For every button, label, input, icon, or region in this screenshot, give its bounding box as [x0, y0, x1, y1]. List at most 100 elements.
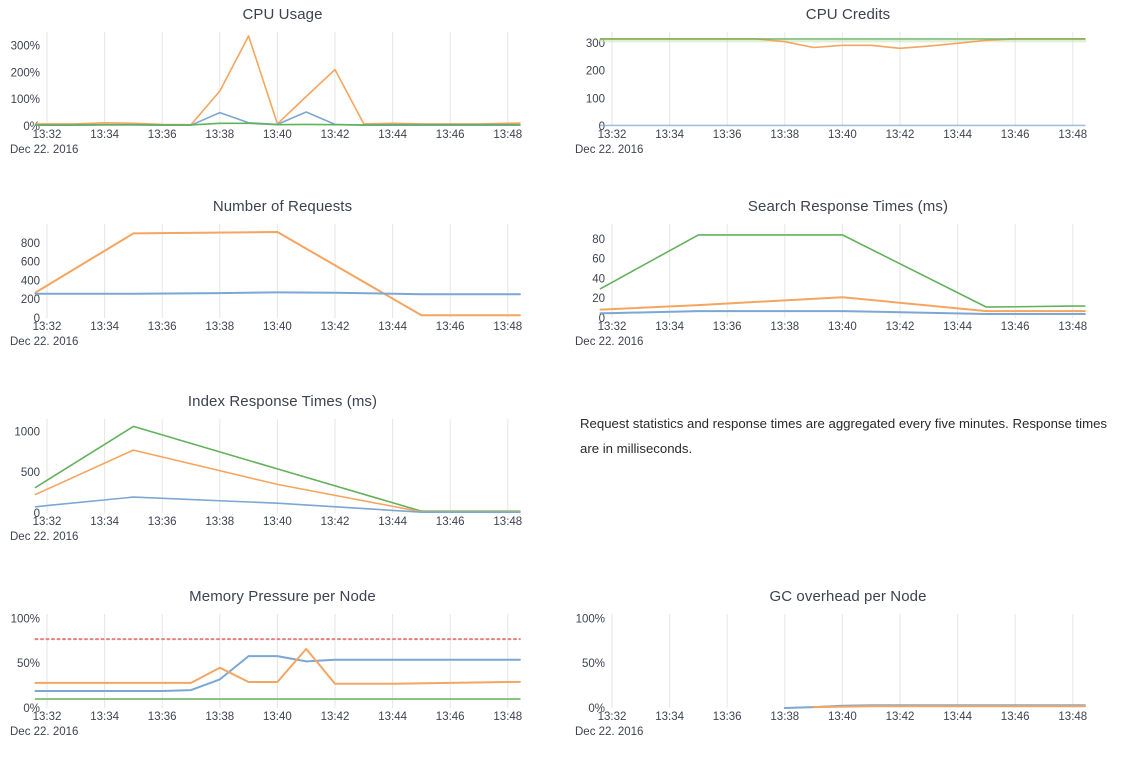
gc-overhead-plot: 13:32 13:34 13:36 13:38 13:40 13:42 13:44 13:46…	[575, 613, 1087, 738]
chart-memory-pressure: Memory Pressure per Node 13:32 13:34 13:36…	[0, 582, 565, 741]
svg-text:13:34: 13:34	[90, 516, 119, 528]
chart-search-response-times: Search Response Times (ms) 13:32 13:34 13:…	[565, 192, 1131, 387]
svg-text:13:32: 13:32	[33, 321, 62, 333]
svg-text:13:38: 13:38	[770, 711, 799, 723]
svg-text:13:46: 13:46	[436, 516, 465, 528]
chart-title-number-of-requests: Number of Requests	[212, 198, 353, 215]
number-of-requests-plot: 13:32 13:34 13:36 13:38 13:40 13:42 13:44 13:46…	[10, 224, 522, 348]
svg-text:Dec 22. 2016: Dec 22. 2016	[575, 726, 643, 738]
svg-text:Dec 22. 2016: Dec 22. 2016	[575, 336, 643, 348]
chart-title-memory-pressure: Memory Pressure per Node	[189, 588, 376, 605]
svg-text:13:48: 13:48	[493, 711, 522, 723]
svg-text:0%: 0%	[588, 703, 605, 715]
svg-text:13:42: 13:42	[886, 321, 915, 333]
svg-text:13:36: 13:36	[148, 711, 177, 723]
svg-text:13:42: 13:42	[321, 321, 350, 333]
svg-text:13:38: 13:38	[205, 711, 234, 723]
svg-text:13:44: 13:44	[943, 711, 972, 723]
svg-text:13:46: 13:46	[436, 321, 465, 333]
chart-title-cpu-usage: CPU Usage	[242, 6, 323, 23]
svg-text:13:48: 13:48	[493, 129, 522, 141]
svg-text:13:38: 13:38	[205, 129, 234, 141]
svg-text:200: 200	[21, 294, 40, 306]
svg-text:200%: 200%	[11, 67, 40, 79]
svg-text:50%: 50%	[582, 658, 605, 670]
svg-text:100%: 100%	[11, 94, 40, 106]
svg-text:13:46: 13:46	[1001, 711, 1030, 723]
index-response-times-plot: 13:32 13:34 13:36 13:38 13:40 13:42 13:44 13:46…	[10, 419, 522, 543]
svg-text:13:40: 13:40	[263, 711, 292, 723]
chart-title-index-response-times: Index Response Times (ms)	[187, 393, 378, 410]
chart-cpu-credits: CPU Credits 13:32 13:34 13:36 13:38 13:40 13:…	[565, 0, 1131, 192]
svg-text:Dec 22. 2016: Dec 22. 2016	[575, 144, 643, 156]
svg-text:0%: 0%	[23, 703, 40, 715]
svg-text:0: 0	[599, 121, 605, 133]
svg-text:13:40: 13:40	[828, 129, 857, 141]
svg-text:13:42: 13:42	[886, 129, 915, 141]
chart-number-of-requests: Number of Requests 13:32 13:34 13:36 13:38 1…	[0, 192, 565, 387]
svg-text:13:42: 13:42	[321, 711, 350, 723]
svg-text:13:48: 13:48	[1058, 711, 1087, 723]
svg-text:13:36: 13:36	[713, 711, 742, 723]
svg-text:13:38: 13:38	[205, 516, 234, 528]
search-response-times-plot: 13:32 13:34 13:36 13:38 13:40 13:42 13:44 13:46…	[575, 224, 1087, 348]
svg-text:0: 0	[34, 508, 40, 520]
aggregation-note-text: Request statistics and response times ar…	[580, 416, 1108, 456]
svg-text:13:36: 13:36	[713, 129, 742, 141]
svg-text:13:44: 13:44	[943, 321, 972, 333]
chart-title-gc-overhead: GC overhead per Node	[769, 588, 927, 605]
svg-text:13:40: 13:40	[263, 321, 292, 333]
svg-text:400: 400	[21, 275, 40, 287]
svg-text:13:44: 13:44	[378, 129, 407, 141]
svg-text:Dec 22. 2016: Dec 22. 2016	[10, 336, 78, 348]
svg-text:13:32: 13:32	[33, 711, 62, 723]
metrics-dashboard: CPU Usage 13:32 13:34 13:36 13:38 13:40 13:42…	[0, 0, 1131, 741]
svg-text:20: 20	[592, 293, 605, 305]
svg-text:13:36: 13:36	[148, 516, 177, 528]
svg-text:100%: 100%	[11, 613, 40, 625]
memory-pressure-plot: 13:32 13:34 13:36 13:38 13:40 13:42 13:44 13:46…	[10, 613, 522, 738]
chart-gc-overhead: GC overhead per Node 13:32 13:34 13:36 13:3…	[565, 582, 1131, 741]
svg-text:50%: 50%	[17, 658, 40, 670]
svg-text:800: 800	[21, 238, 40, 250]
svg-text:600: 600	[21, 257, 40, 269]
cpu-credits-plot: 13:32 13:34 13:36 13:38 13:40 13:42 13:44 13:46…	[575, 32, 1087, 156]
svg-text:0%: 0%	[23, 121, 40, 133]
svg-text:500: 500	[21, 467, 40, 479]
svg-text:40: 40	[592, 273, 605, 285]
svg-text:13:48: 13:48	[493, 516, 522, 528]
svg-text:13:48: 13:48	[1058, 129, 1087, 141]
svg-text:13:46: 13:46	[436, 129, 465, 141]
svg-text:13:48: 13:48	[493, 321, 522, 333]
svg-text:13:38: 13:38	[205, 321, 234, 333]
svg-text:60: 60	[592, 254, 605, 266]
svg-text:13:40: 13:40	[263, 516, 292, 528]
svg-text:13:46: 13:46	[1001, 321, 1030, 333]
svg-text:13:48: 13:48	[1058, 321, 1087, 333]
svg-text:13:42: 13:42	[886, 711, 915, 723]
svg-text:13:32: 13:32	[33, 516, 62, 528]
svg-text:13:36: 13:36	[713, 321, 742, 333]
svg-text:200: 200	[586, 66, 605, 78]
svg-text:13:44: 13:44	[378, 516, 407, 528]
svg-text:1000: 1000	[14, 426, 40, 438]
svg-text:300%: 300%	[11, 40, 40, 52]
svg-text:13:42: 13:42	[321, 129, 350, 141]
svg-text:13:36: 13:36	[148, 321, 177, 333]
svg-text:13:34: 13:34	[90, 321, 119, 333]
svg-text:13:38: 13:38	[770, 321, 799, 333]
svg-text:13:46: 13:46	[1001, 129, 1030, 141]
svg-text:13:36: 13:36	[148, 129, 177, 141]
svg-text:13:40: 13:40	[263, 129, 292, 141]
svg-text:13:32: 13:32	[598, 129, 627, 141]
svg-text:0: 0	[599, 313, 605, 325]
svg-text:13:40: 13:40	[828, 321, 857, 333]
svg-text:13:40: 13:40	[828, 711, 857, 723]
chart-cpu-usage: CPU Usage 13:32 13:34 13:36 13:38 13:40 13:42…	[0, 0, 565, 192]
svg-text:Dec 22. 2016: Dec 22. 2016	[10, 144, 78, 156]
svg-text:13:38: 13:38	[770, 129, 799, 141]
svg-text:13:32: 13:32	[33, 129, 62, 141]
svg-text:13:44: 13:44	[378, 321, 407, 333]
svg-text:0: 0	[34, 313, 40, 325]
aggregation-note: Request statistics and response times ar…	[565, 387, 1131, 582]
